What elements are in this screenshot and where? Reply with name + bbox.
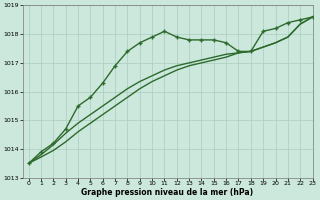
X-axis label: Graphe pression niveau de la mer (hPa): Graphe pression niveau de la mer (hPa) (82, 188, 254, 197)
